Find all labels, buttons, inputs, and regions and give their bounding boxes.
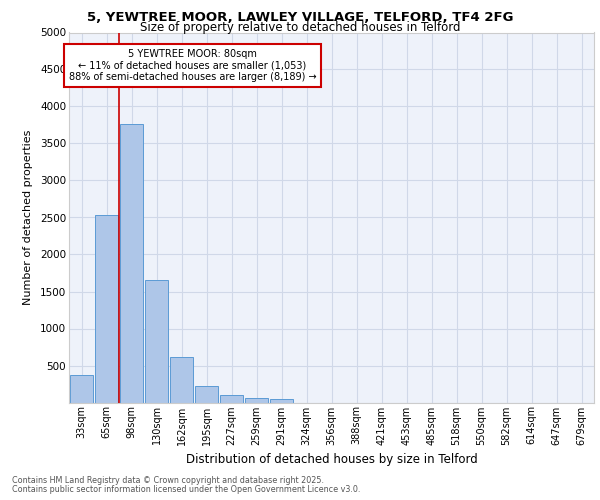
Text: Contains HM Land Registry data © Crown copyright and database right 2025.: Contains HM Land Registry data © Crown c… (12, 476, 324, 485)
Bar (220, 396, 243, 402)
X-axis label: Distribution of detached houses by size in Telford: Distribution of detached houses by size … (185, 453, 478, 466)
Text: Size of property relative to detached houses in Telford: Size of property relative to detached ho… (140, 21, 460, 34)
Bar (95, 214, 118, 402)
Bar (245, 398, 268, 402)
Bar (195, 386, 218, 402)
Y-axis label: Number of detached properties: Number of detached properties (23, 130, 33, 305)
Bar (170, 356, 193, 403)
Bar (145, 280, 168, 402)
Text: 5 YEWTREE MOOR: 80sqm
← 11% of detached houses are smaller (1,053)
88% of semi-d: 5 YEWTREE MOOR: 80sqm ← 11% of detached … (68, 49, 316, 82)
Text: 5, YEWTREE MOOR, LAWLEY VILLAGE, TELFORD, TF4 2FG: 5, YEWTREE MOOR, LAWLEY VILLAGE, TELFORD… (87, 11, 513, 24)
Bar (70, 375, 93, 402)
Bar (120, 124, 143, 402)
Bar (270, 399, 293, 402)
Text: Contains public sector information licensed under the Open Government Licence v3: Contains public sector information licen… (12, 484, 361, 494)
